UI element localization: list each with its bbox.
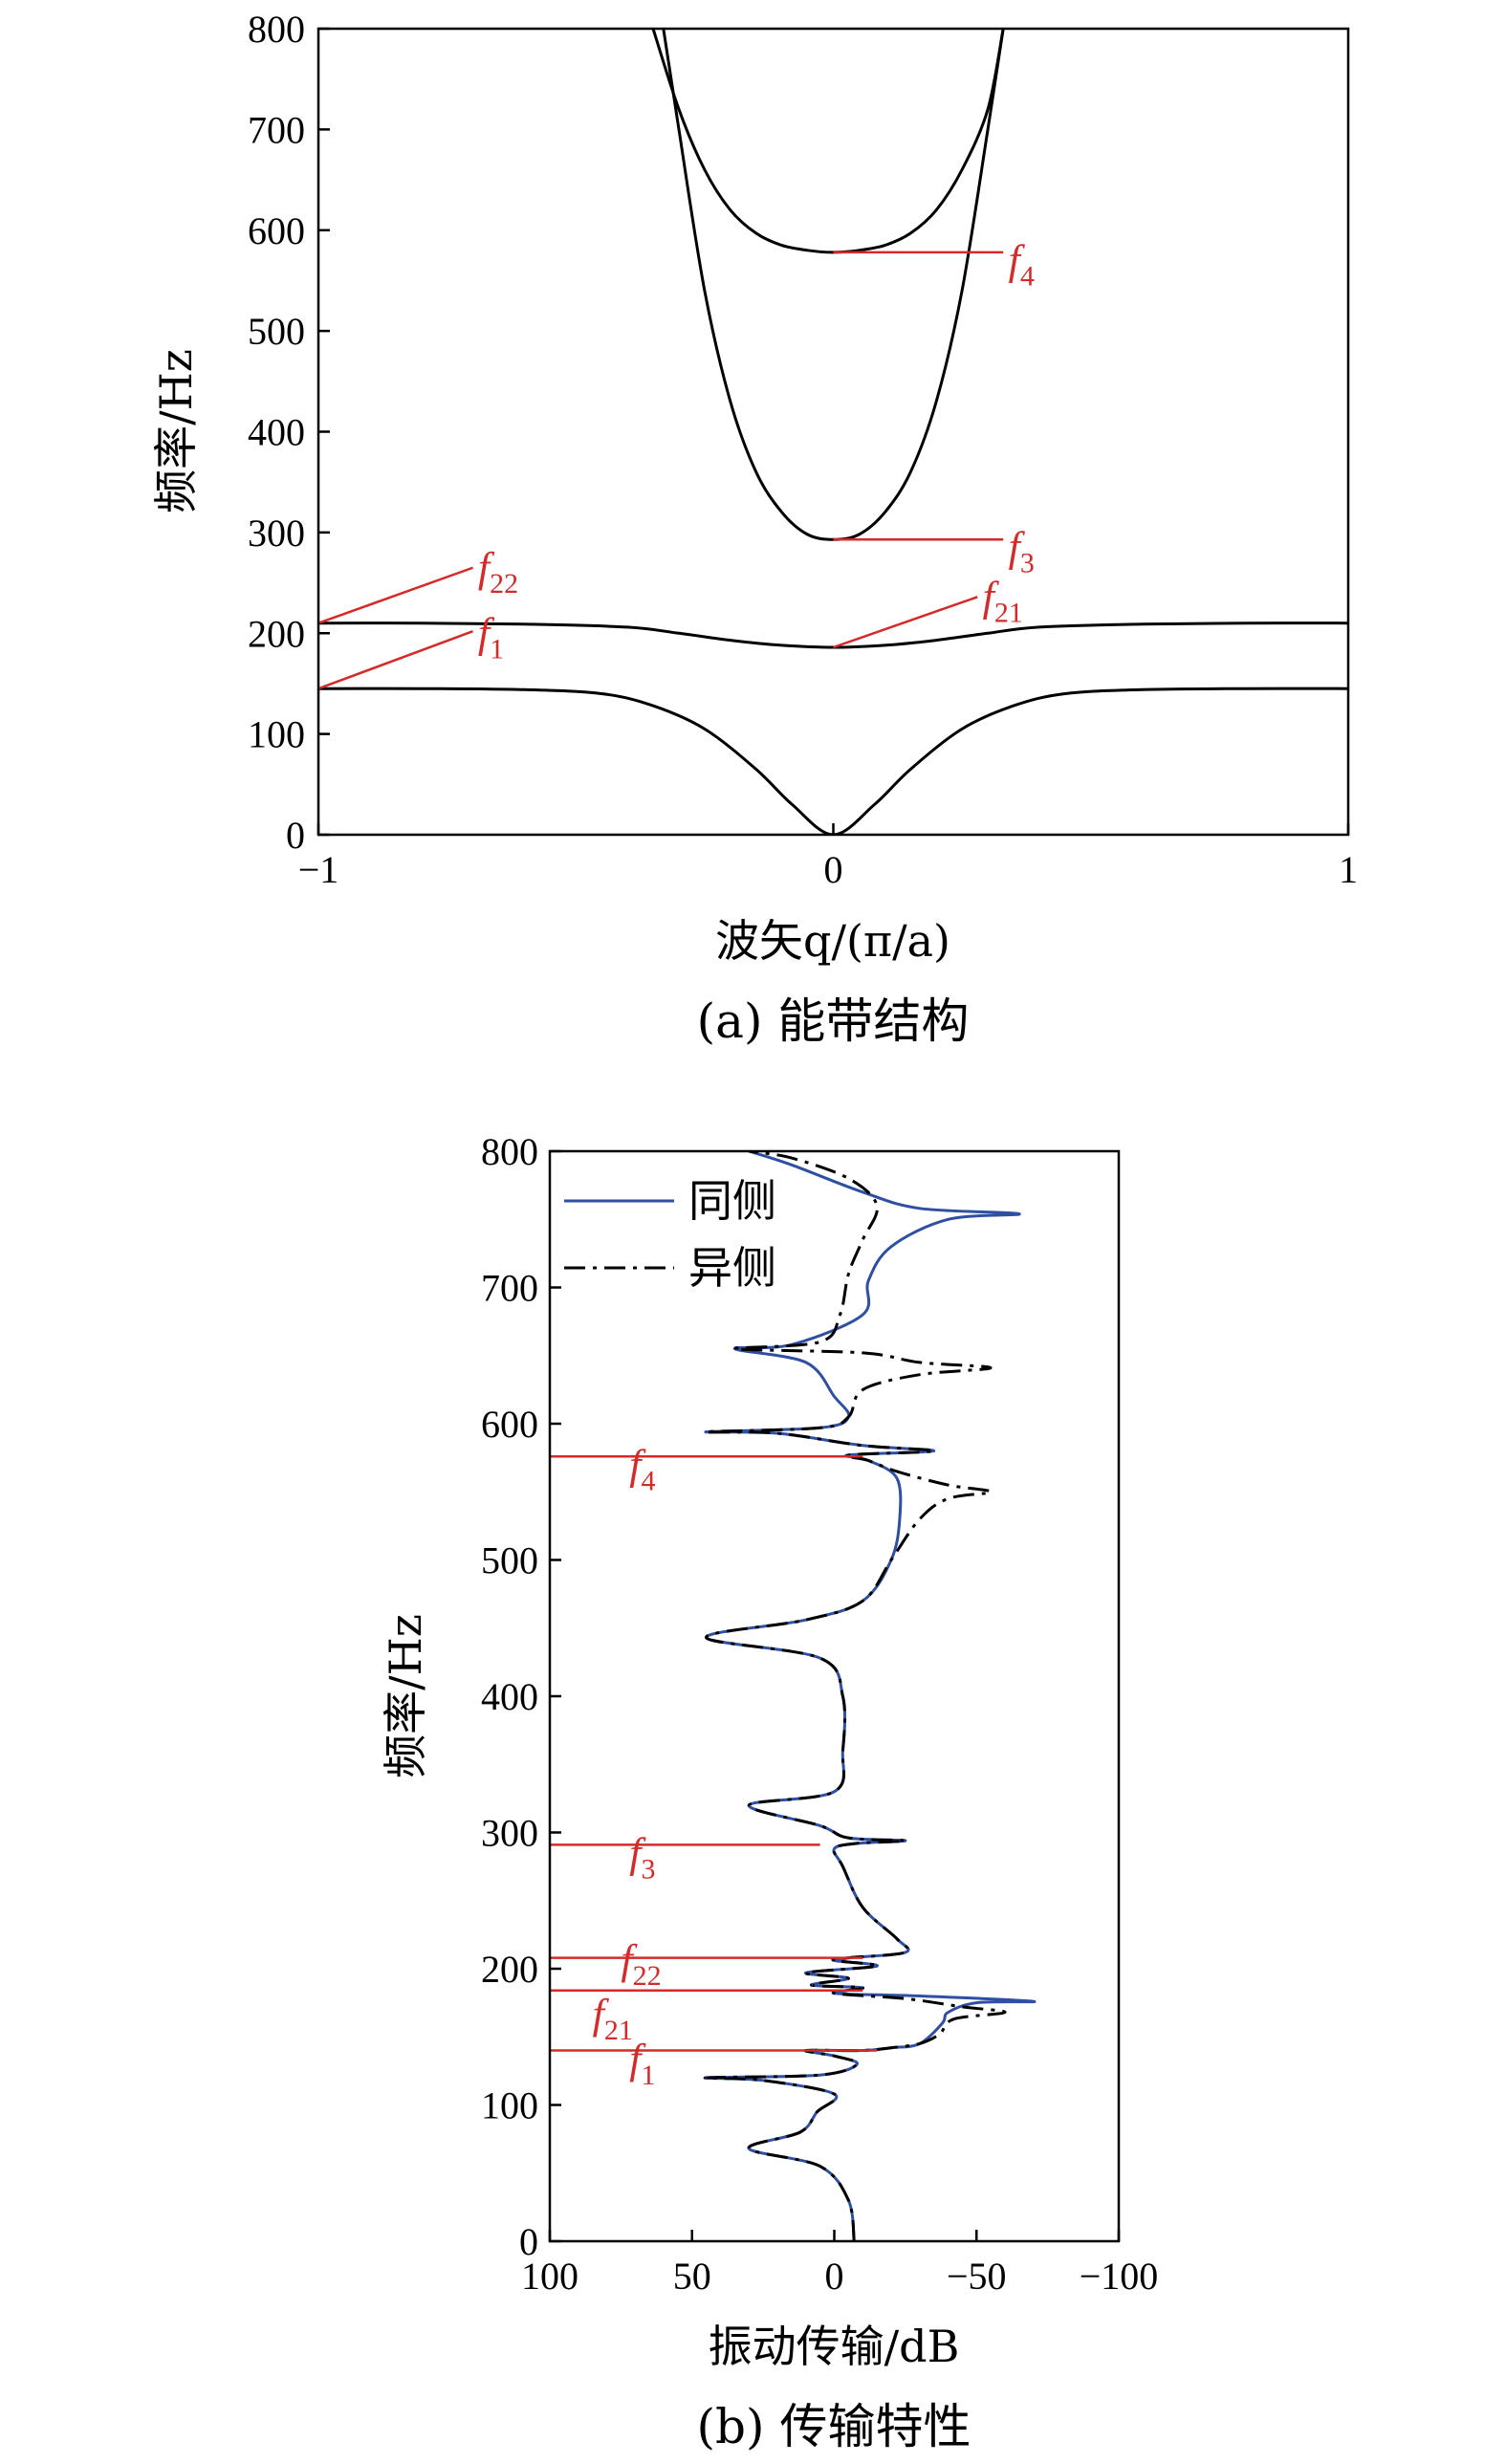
chart-a-xlabel: 波矢q/(π/a) xyxy=(715,915,950,967)
ytick-label: 600 xyxy=(481,1403,538,1446)
xtick-label: −1 xyxy=(298,848,339,891)
ytick-label: 300 xyxy=(481,1812,538,1855)
chart-a-annotations: f4 f3 f22 f21 f1 xyxy=(317,236,1035,690)
chart-a-band-structure: f4 f3 f22 f21 f1 0 100 200 300 400 500 600 700 800 −1… xyxy=(150,8,1358,1049)
ytick-label: 200 xyxy=(481,1948,538,1991)
ytick-label: 500 xyxy=(248,310,305,353)
ytick-label: 300 xyxy=(248,512,305,555)
annotation-label-f4: f4 xyxy=(629,1442,655,1497)
annotation-label-f1: f1 xyxy=(478,609,504,665)
ytick-label: 800 xyxy=(248,8,305,51)
chart-a-caption: (a) 能带结构 xyxy=(697,993,970,1049)
xtick-label: −100 xyxy=(1080,2255,1159,2298)
annotation-label-f21: f21 xyxy=(983,573,1023,628)
ytick-label: 400 xyxy=(248,411,305,454)
ytick-label: 700 xyxy=(248,108,305,151)
xtick-label: 0 xyxy=(824,848,843,891)
legend-label-opposite-side: 异侧 xyxy=(688,1242,776,1294)
annotation-label-f22: f22 xyxy=(621,1936,661,1992)
chart-b-xlabel: 振动传输/dB xyxy=(709,2321,960,2372)
series-opposite-side-line xyxy=(703,1151,1007,2241)
chart-b-series xyxy=(703,1151,1037,2241)
annotation-label-f21: f21 xyxy=(593,1991,633,2046)
ytick-label: 0 xyxy=(286,814,305,857)
chart-b-caption: (b) 传输特性 xyxy=(697,2399,971,2454)
annotation-line-f22 xyxy=(317,566,473,624)
chart-b-legend: 同侧 异侧 xyxy=(564,1175,776,1294)
annotation-label-f3: f3 xyxy=(629,1830,655,1886)
band-curve-1 xyxy=(318,687,1348,835)
chart-a-ylabel: 频率/Hz xyxy=(150,349,202,513)
band-curve-3 xyxy=(662,29,1005,541)
annotation-label-f1: f1 xyxy=(629,2036,655,2091)
xtick-label: −50 xyxy=(947,2255,1007,2298)
ytick-label: 800 xyxy=(481,1130,538,1173)
ytick-label: 0 xyxy=(519,2220,538,2263)
xtick-label: 100 xyxy=(521,2255,578,2298)
annotation-label-f4: f4 xyxy=(1009,236,1035,292)
chart-b-ylabel: 频率/Hz xyxy=(380,1614,431,1778)
xtick-label: 0 xyxy=(825,2255,844,2298)
annotation-label-f3: f3 xyxy=(1009,524,1035,579)
xtick-label: 50 xyxy=(673,2255,711,2298)
annotation-label-f22: f22 xyxy=(478,544,518,600)
legend-label-same-side: 同侧 xyxy=(688,1175,776,1227)
ytick-label: 500 xyxy=(481,1539,538,1582)
annotation-line-f21 xyxy=(833,596,978,649)
chart-a-plot-frame xyxy=(316,27,1350,837)
annotation-line-f1 xyxy=(317,629,473,690)
ytick-label: 400 xyxy=(481,1675,538,1718)
ytick-label: 100 xyxy=(248,713,305,756)
ytick-label: 200 xyxy=(248,612,305,655)
ytick-label: 100 xyxy=(481,2084,538,2127)
band-curve-4 xyxy=(651,29,1005,254)
ytick-label: 600 xyxy=(248,209,305,252)
band-curve-2 xyxy=(318,621,1348,649)
xtick-label: 1 xyxy=(1339,848,1358,891)
ytick-label: 700 xyxy=(481,1267,538,1310)
chart-a-series xyxy=(318,29,1348,835)
